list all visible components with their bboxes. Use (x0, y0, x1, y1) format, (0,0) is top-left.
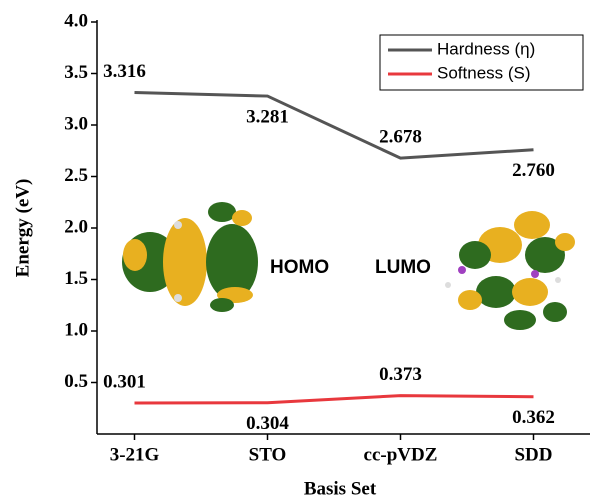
y-tick-label: 1.5 (64, 268, 88, 289)
data-label: 3.281 (246, 106, 289, 127)
x-tick-label: SDD (514, 444, 552, 465)
y-tick-label: 2.5 (64, 165, 88, 186)
data-label: 0.362 (512, 407, 555, 428)
data-label: 0.301 (103, 371, 146, 392)
annotation: HOMO (270, 257, 329, 278)
x-axis-label: Basis Set (304, 478, 377, 499)
y-tick-label: 2.0 (64, 216, 88, 237)
y-tick-label: 1.0 (64, 319, 88, 340)
x-tick-label: STO (249, 444, 287, 465)
data-line (135, 92, 534, 158)
y-axis-label: Energy (eV) (12, 179, 33, 278)
y-tick-label: 0.5 (64, 371, 88, 392)
y-tick-label: 3.0 (64, 113, 88, 134)
data-label: 0.373 (379, 364, 422, 385)
x-tick-label: cc-pVDZ (364, 444, 438, 465)
x-tick-label: 3-21G (110, 444, 160, 465)
data-label: 0.304 (246, 413, 289, 434)
legend-label: Hardness (η) (437, 39, 535, 58)
y-tick-label: 3.5 (64, 62, 88, 83)
legend-label: Softness (S) (437, 63, 531, 82)
data-line (135, 396, 534, 403)
data-label: 2.678 (379, 127, 422, 148)
chart: HOMO LUMO Basis Set Energy (eV) 0.5 1.0 1.… (0, 0, 593, 501)
data-label: 2.760 (512, 160, 555, 181)
annotation: LUMO (375, 257, 431, 278)
lumo-orbital (445, 211, 575, 330)
y-tick-label: 4.0 (64, 10, 88, 31)
data-label: 3.316 (103, 61, 146, 82)
homo-orbital (122, 202, 258, 312)
